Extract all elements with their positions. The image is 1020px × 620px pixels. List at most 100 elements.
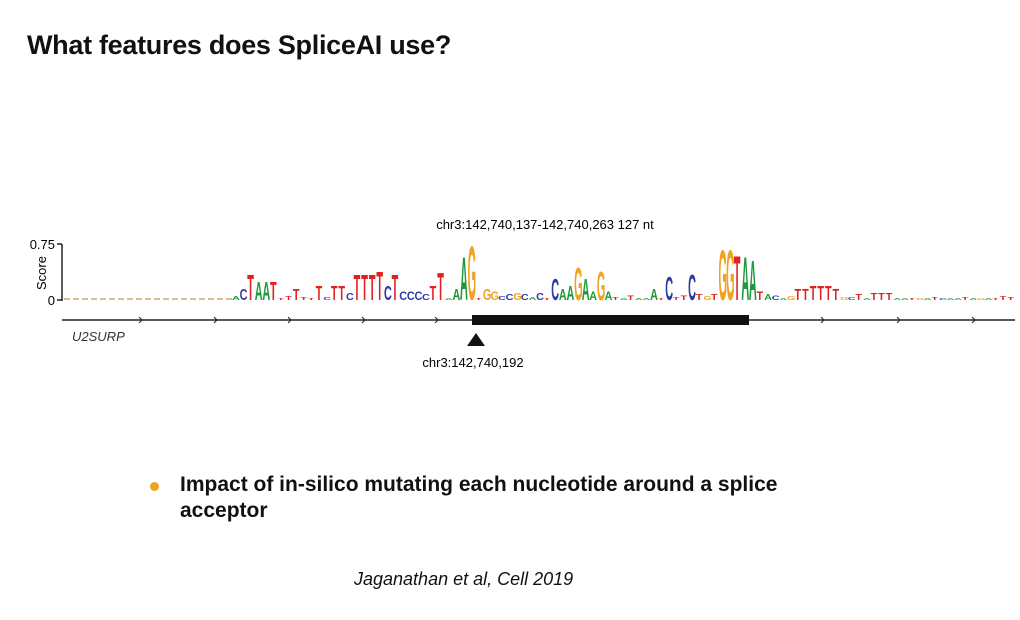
logo-letter-A: A (528, 297, 536, 301)
logo-letter-G: G (726, 236, 734, 316)
citation: Jaganathan et al, Cell 2019 (354, 569, 574, 589)
logo-letter-T: T (612, 297, 619, 301)
logo-letter-T: T (878, 291, 885, 303)
logo-letter-C: C (422, 293, 430, 302)
logo-letter-G: G (703, 295, 712, 301)
logo-letter-G: G (916, 297, 924, 300)
logo-letter-G: G (597, 264, 605, 309)
logo-letter-A: A (262, 278, 270, 307)
logo-letter-A: A (582, 272, 590, 307)
logo-letter-A: A (460, 246, 468, 314)
logo-letter-C: C (772, 294, 781, 301)
logo-letter-C: C (399, 290, 407, 303)
exon-block (472, 315, 749, 325)
splice-logo-figure: chr3:142,740,137-142,740,263 127 nt 0.75… (30, 217, 1015, 370)
logo-letter-A: A (924, 297, 932, 300)
logo-letter-T: T (544, 297, 551, 300)
strand-arrow-icon (896, 316, 901, 324)
logo-letter-A: A (635, 297, 643, 300)
logo-letter-C: C (506, 293, 514, 302)
logo-letter-G: G (787, 295, 796, 301)
logo-letter-T: T (673, 297, 680, 301)
logo-letter-C: C (848, 297, 856, 301)
logo-letter-A: A (620, 297, 628, 300)
logo-letter-T: T (1007, 297, 1014, 301)
logo-letter-G: G (483, 286, 491, 303)
logo-letter-A: A (893, 297, 901, 300)
logo-letter-C: C (346, 291, 354, 303)
strand-arrow-icon (971, 316, 976, 324)
logo-letter-A: A (604, 290, 612, 303)
splice-site-marker (467, 333, 485, 346)
logo-letter-T: T (430, 283, 437, 305)
logo-letter-C: C (323, 297, 331, 301)
strand-arrow-icon (820, 316, 825, 324)
logo-letter-A: A (445, 297, 453, 300)
logo-letter-T: T (817, 283, 824, 305)
bullet-text: Impact of in-silico mutating each nucleo… (180, 473, 778, 522)
logo-letter-A: A (589, 290, 597, 303)
strand-arrow-icon (287, 316, 292, 324)
logo-letter-C: C (688, 268, 696, 309)
logo-letter-A: A (969, 297, 977, 300)
logo-letter-T: T (855, 293, 862, 302)
y-axis-label: Score (34, 256, 49, 290)
logo-letter-G: G (490, 290, 498, 303)
logo-letter-T: T (802, 286, 809, 303)
logo-letter-C: C (536, 291, 544, 303)
strand-arrow-icon (213, 316, 218, 324)
logo-letter-T: T (361, 268, 368, 309)
logo-letter-T: T (392, 268, 399, 309)
logo-letter-C: C (939, 297, 947, 300)
logo-letter-C: C (665, 270, 673, 308)
logo-letter-T: T (627, 294, 634, 301)
logo-letter-A: A (650, 286, 658, 303)
logo-letter-T: T (316, 283, 323, 305)
logo-letter-C: C (407, 290, 415, 303)
logo-letter-T: T (696, 293, 703, 302)
logo-letter-A: A (232, 295, 240, 301)
logo-letter-T: T (962, 297, 969, 301)
logo-letter-T: T (1000, 295, 1008, 301)
logo-letter-T: T (338, 283, 345, 305)
logo-letter-A: A (749, 249, 757, 313)
strand-arrow-icon (138, 316, 143, 324)
logo-letter-A: A (566, 283, 574, 305)
logo-letter-G: G (513, 291, 521, 303)
logo-letter-T: T (354, 268, 361, 309)
logo-letter-T: T (886, 291, 893, 303)
logo-letter-C: C (498, 295, 506, 301)
logo-letter-G: G (574, 260, 582, 311)
logo-letter-A: A (559, 286, 567, 303)
logo-letter-A: A (947, 297, 955, 300)
logo-letter-T: T (681, 294, 688, 301)
logo-letter-A: A (764, 293, 772, 302)
logo-letter-T: T (825, 283, 832, 305)
logo-letter-C: C (240, 286, 248, 303)
logo-letter-T: T (247, 268, 254, 309)
logo-letter-C: C (521, 293, 529, 302)
bullet-dot-icon (150, 482, 159, 491)
logo-letter-C: C (551, 272, 559, 307)
logo-letter-T: T (992, 297, 999, 300)
logo-letter-G: G (840, 297, 848, 301)
logo-letter-A: A (985, 297, 993, 300)
logo-letter-G: G (468, 230, 476, 317)
logo-letter-T: T (308, 297, 315, 300)
logo-letter-C: C (384, 283, 392, 305)
logo-letter-A: A (255, 278, 263, 307)
logo-letter-T: T (369, 268, 376, 309)
logo-letter-T: T (475, 297, 482, 300)
gene-label: U2SURP (72, 329, 125, 344)
slide-title: What features does SpliceAI use? (27, 30, 452, 60)
logo-letter-T: T (931, 297, 938, 301)
y-tick-label: 0.75 (30, 237, 55, 252)
logo-letter-T: T (909, 297, 916, 300)
logo-letter-T: T (376, 264, 383, 309)
logo-letter-T: T (658, 297, 665, 300)
logo-letter-T: T (331, 283, 338, 305)
logo-letter-A: A (954, 297, 962, 300)
logo-letter-C: C (414, 290, 422, 303)
